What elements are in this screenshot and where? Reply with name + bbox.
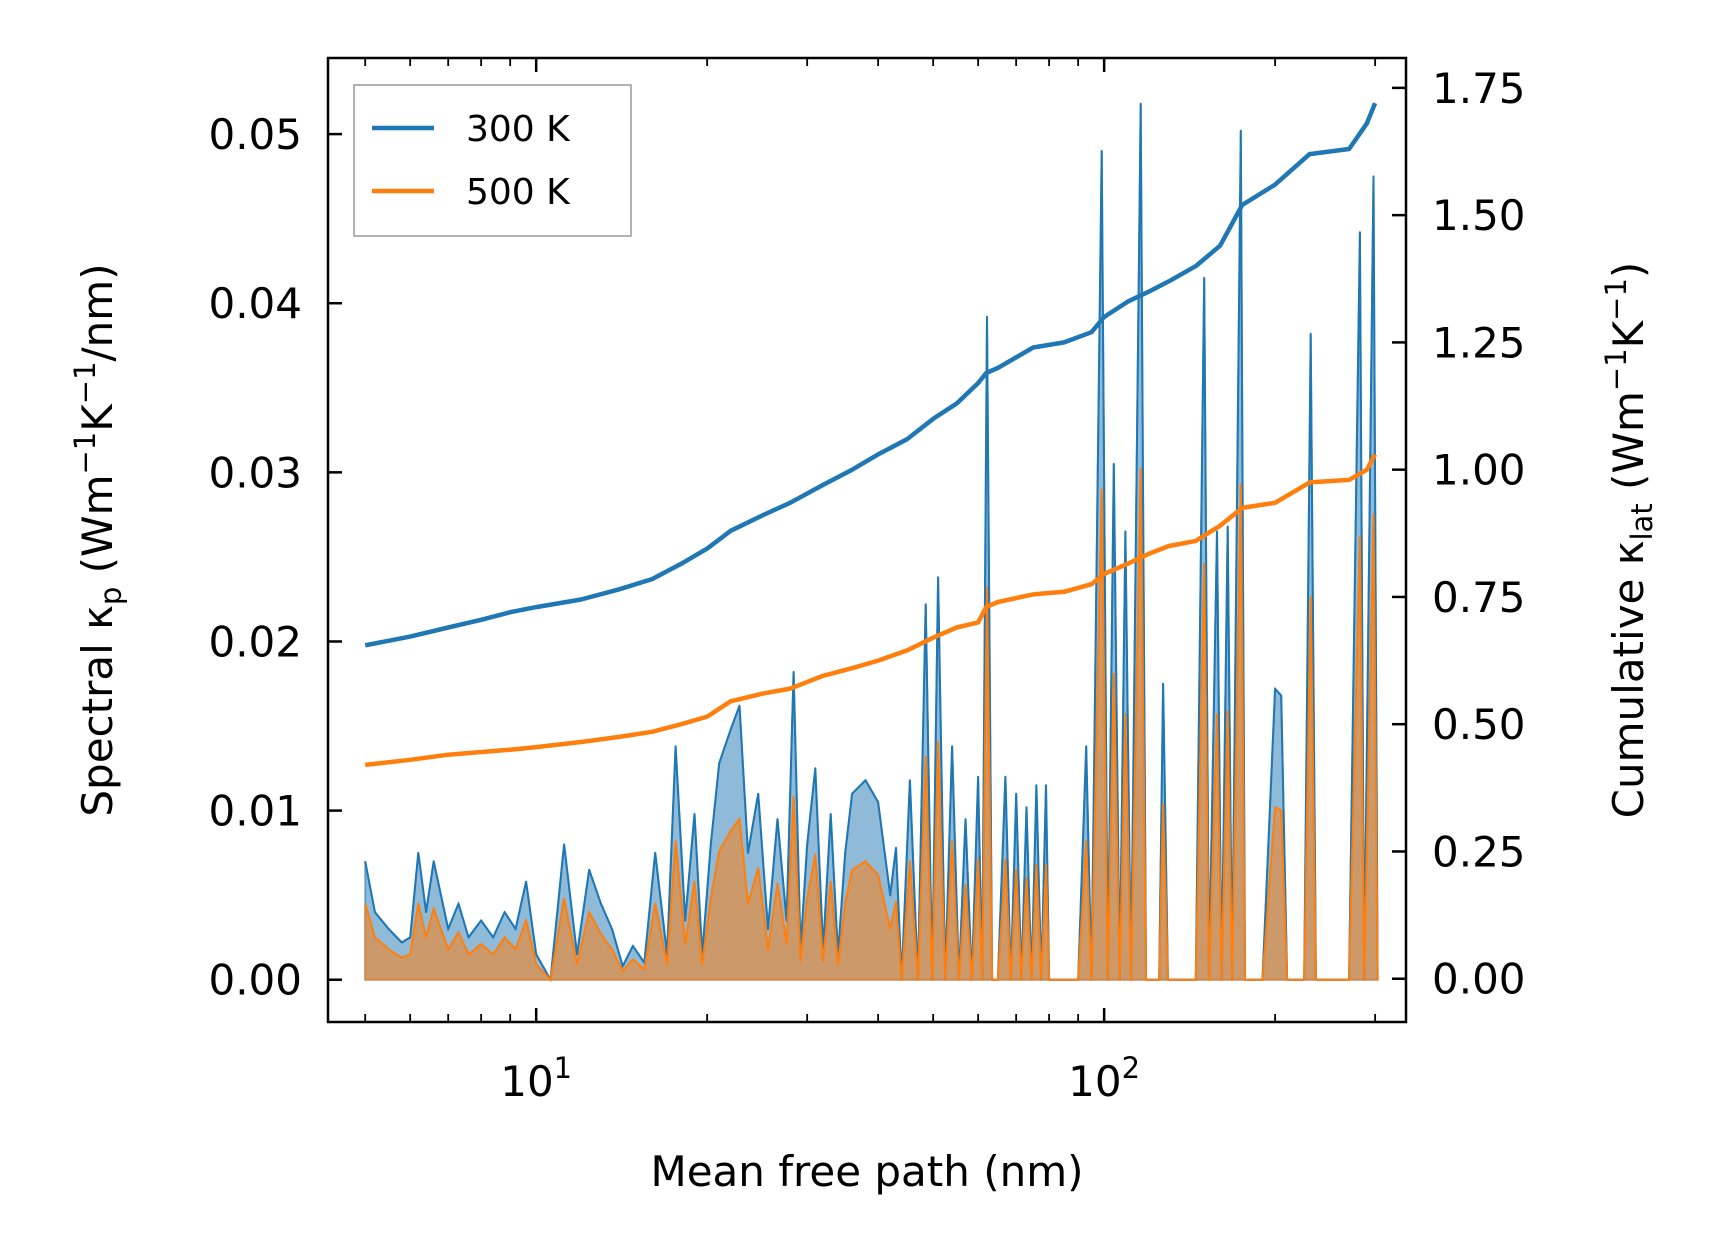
right-axis-label-mid: K xyxy=(1604,319,1653,348)
axis-ticks: 0.00 0.01 0.02 0.03 0.04 0.05 0.00 0.25 0.50 0.75… xyxy=(208,58,1526,1106)
left-axis-label-sub: p xyxy=(94,587,128,605)
y-right-tick-label: 1.50 xyxy=(1432,191,1526,240)
y-left-tick-label: 0.02 xyxy=(208,617,302,666)
cumulative-lines xyxy=(364,102,1378,768)
left-axis-label-sup2: −1 xyxy=(68,361,102,404)
right-axis-label-sup1: −1 xyxy=(1599,348,1633,391)
cumulative-line-300k xyxy=(364,102,1378,648)
y-left-tick-label: 0.05 xyxy=(208,110,302,159)
legend-label-500k: 500 K xyxy=(466,172,571,213)
y-right-tick-label: 0.00 xyxy=(1432,955,1526,1004)
spectral-line-300k xyxy=(364,102,1379,981)
right-axis-label-unit-pre: (Wm xyxy=(1604,391,1653,503)
y-left-tick-label: 0.00 xyxy=(208,956,302,1005)
spectral-line-500k xyxy=(364,468,1379,981)
x-tick-label: 102 xyxy=(1068,1051,1140,1106)
y-right-tick-label: 0.75 xyxy=(1432,573,1526,622)
x-tick-label: 101 xyxy=(500,1051,572,1106)
legend: 300 K 500 K xyxy=(353,84,632,237)
y-right-tick-label: 1.75 xyxy=(1432,64,1526,113)
y-right-tick-label: 0.25 xyxy=(1432,827,1526,876)
left-axis-label-unit-post: /nm) xyxy=(73,263,122,361)
left-axis-label-mid: K xyxy=(73,403,122,432)
right-axis-label-unit-post: ) xyxy=(1604,262,1653,278)
y-left-tick-label: 0.04 xyxy=(208,279,302,328)
plot-frame xyxy=(326,56,1408,1024)
right-axis-label-main: Cumulative κ xyxy=(1604,541,1653,819)
y-right-tick-label: 0.50 xyxy=(1432,700,1526,749)
right-axis-label-sup2: −1 xyxy=(1599,278,1633,321)
y-right-tick-label: 1.00 xyxy=(1432,446,1526,495)
legend-box xyxy=(353,84,632,237)
legend-label-300k: 300 K xyxy=(466,109,571,150)
left-axis-label-main: Spectral κ xyxy=(73,605,122,817)
cumulative-line-500k xyxy=(364,453,1378,768)
x-axis-label: Mean free path (nm) xyxy=(650,1147,1083,1196)
left-axis-label: Spectral κp (Wm−1K−1/nm) xyxy=(68,263,128,816)
right-axis-label-sub: lat xyxy=(1625,503,1659,540)
right-axis-label: Cumulative κlat (Wm−1K−1) xyxy=(1599,262,1659,819)
y-right-tick-label: 1.25 xyxy=(1432,318,1526,367)
left-axis-label-sup1: −1 xyxy=(68,432,102,475)
y-left-tick-label: 0.01 xyxy=(208,787,302,836)
y-left-tick-label: 0.03 xyxy=(208,448,302,497)
spectral-lines xyxy=(364,102,1379,981)
left-axis-label-unit-pre: (Wm xyxy=(73,475,122,587)
